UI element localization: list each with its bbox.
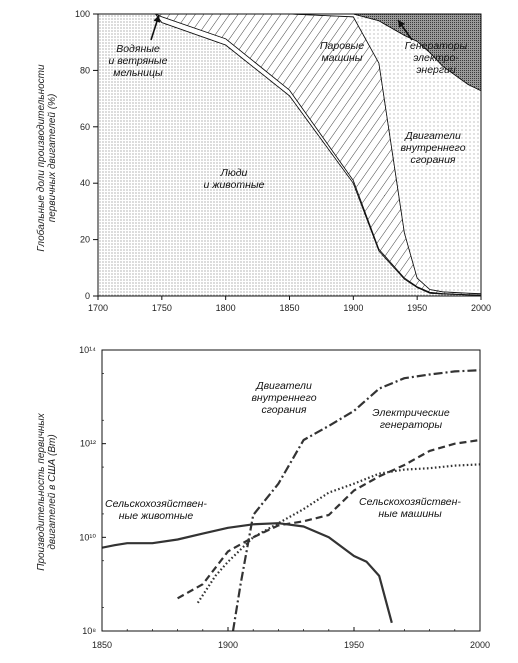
usa-x-tick-label: 2000 — [470, 640, 490, 650]
share-x-tick-label: 1850 — [279, 303, 299, 313]
label-mills: Водяные и ветряные мельницы — [108, 43, 167, 79]
usa-y-tick-label: 10¹⁴ — [79, 345, 96, 355]
usa-x-tick-label: 1900 — [218, 640, 238, 650]
label-generators: Генераторы электро-энергии — [405, 40, 468, 76]
share-y-tick-label: 60 — [80, 122, 90, 132]
share-x-tick-label: 1950 — [407, 303, 427, 313]
share-x-tick-label: 2000 — [471, 303, 491, 313]
share-y-tick-label: 0 — [85, 291, 90, 301]
usa-x-tick-label: 1850 — [92, 640, 112, 650]
usa-lines — [102, 369, 480, 631]
usa-y-axis-label: Производительность первичныхдвигателей в… — [36, 412, 58, 571]
share-annotations: Водяные и ветряные мельницы Паровые машины Ге… — [108, 14, 468, 191]
line-dvigateli-vnutrennego-sgoraniya — [231, 369, 480, 631]
label-usa-machines: Сельскохозяйствен-ные машины — [359, 496, 461, 520]
chart-share: Глобальные доли производительностипервич… — [35, 9, 491, 313]
share-y-tick-label: 80 — [80, 65, 90, 75]
usa-annotations: Двигатели внутреннего сгорания Электрически… — [105, 380, 461, 522]
area-generatory-elektro-energii — [98, 14, 481, 92]
usa-tick-labels: 1850 1900 1950 2000 10⁸ 10¹⁰ 10¹² 10¹⁴ — [79, 345, 490, 650]
label-usa-animals: Сельскохозяйствен-ные животные — [105, 498, 207, 522]
label-steam: Паровые машины — [320, 40, 364, 64]
share-x-tick-label: 1700 — [88, 303, 108, 313]
share-y-tick-label: 40 — [80, 178, 90, 188]
share-y-axis-label: Глобальные доли производительностипервич… — [35, 64, 58, 252]
share-x-tick-label: 1750 — [152, 303, 172, 313]
usa-y-tick-label: 10¹⁰ — [79, 532, 96, 542]
line-selskohozyaystven-nye-mashiny — [196, 463, 480, 604]
chart-usa-power: Производительность первичныхдвигателей в… — [36, 345, 490, 650]
label-usa-ice: Двигатели внутреннего сгорания — [251, 380, 316, 416]
usa-y-tick-label: 10⁸ — [82, 626, 96, 636]
arrow-generators — [397, 19, 413, 41]
share-axes — [93, 13, 482, 300]
label-humans: Люди и животные — [203, 167, 264, 191]
line-selskohozyaystven-nye-zhivotnye — [102, 522, 393, 624]
usa-axes — [101, 349, 481, 632]
usa-x-tick-label: 1950 — [344, 640, 364, 650]
share-x-tick-label: 1900 — [343, 303, 363, 313]
share-tick-labels: 1700 1750 1800 1850 1900 1950 2000 0 20 40 60 80 100 — [75, 9, 491, 313]
usa-plot-frame — [101, 349, 481, 632]
share-y-tick-label: 100 — [75, 9, 90, 19]
line-elektricheskie-generatory — [177, 438, 480, 600]
share-x-tick-label: 1800 — [216, 303, 236, 313]
usa-y-tick-label: 10¹² — [80, 439, 96, 449]
arrow-mills — [150, 14, 161, 41]
label-ice: Двигатели внутреннего сгорания — [400, 130, 465, 166]
label-usa-generators: Электрические генераторы — [372, 407, 450, 431]
share-y-tick-label: 20 — [80, 235, 90, 245]
